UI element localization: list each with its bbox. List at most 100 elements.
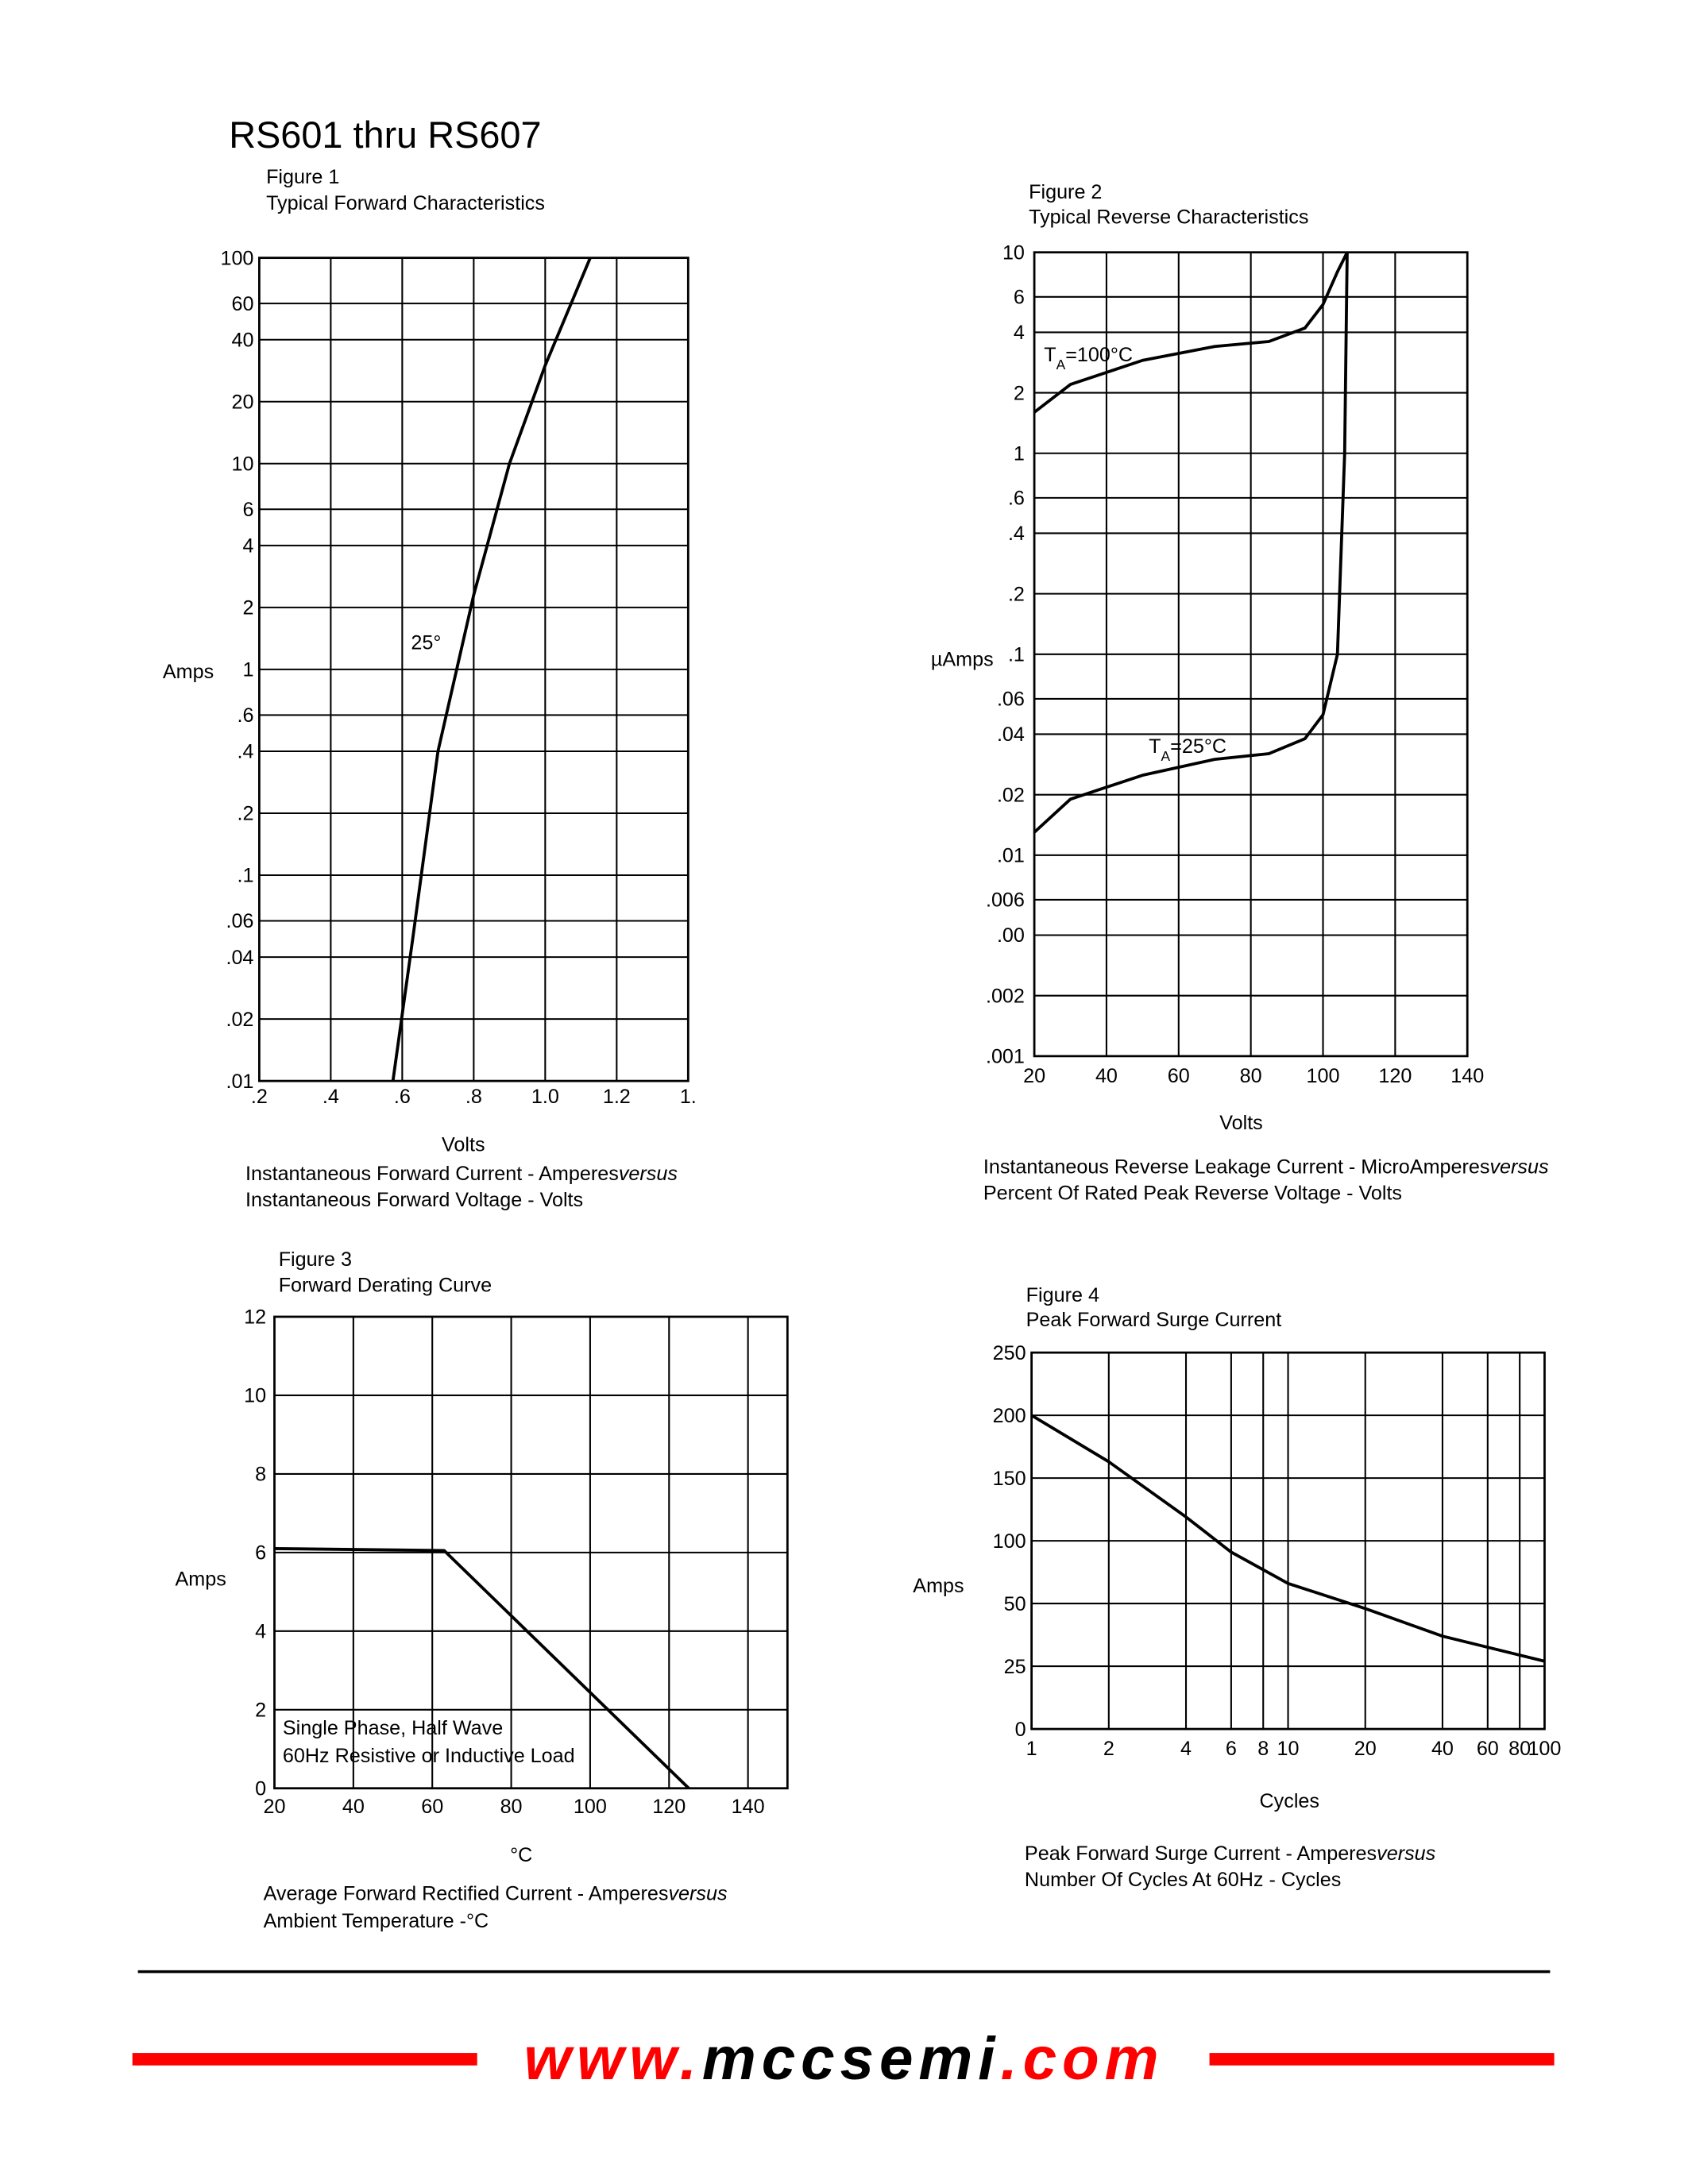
plot-frame <box>257 257 689 1082</box>
x-tick-label: 140 <box>732 1796 765 1818</box>
y-tick-label: 0 <box>255 1777 266 1800</box>
x-tick-label: .6 <box>394 1086 411 1108</box>
data-line <box>1033 251 1349 414</box>
y-tick-label: 150 <box>993 1468 1026 1490</box>
plot-frame <box>273 1315 789 1790</box>
caption-part: versus <box>1489 1156 1549 1178</box>
y-tick-label: .001 <box>986 1046 1025 1068</box>
figure-number: Figure 2 <box>1029 181 1102 203</box>
data-line <box>391 257 592 1082</box>
annotation-part: 25° <box>411 632 441 654</box>
y-tick-label: 0 <box>1015 1719 1026 1741</box>
y-tick-label: .1 <box>1008 643 1025 666</box>
caption: Instantaneous Forward Voltage - Volts <box>245 1189 583 1211</box>
y-tick-label: 10 <box>244 1385 266 1407</box>
x-tick-label: 1 <box>1026 1738 1037 1760</box>
x-axis-label: Cycles <box>1260 1790 1319 1812</box>
x-tick-label: 60 <box>1168 1065 1190 1087</box>
caption-part: Instantaneous Forward Current - Amperes <box>245 1163 619 1185</box>
data-line <box>1030 1414 1545 1663</box>
y-tick-label: 4 <box>255 1621 266 1643</box>
y-tick-label: 4 <box>1014 322 1025 344</box>
y-tick-label: .2 <box>237 803 253 825</box>
page-title: RS601 thru RS607 <box>229 114 541 156</box>
data-line <box>274 1547 690 1790</box>
figure-number: Figure 1 <box>266 166 339 188</box>
y-tick-label: 25 <box>1004 1656 1026 1678</box>
x-tick-label: 2 <box>1103 1738 1114 1760</box>
figure-title: Typical Reverse Characteristics <box>1029 206 1308 228</box>
y-tick-label: .01 <box>226 1071 253 1093</box>
url-part: .com <box>1000 2025 1164 2093</box>
annotation-part: T <box>1149 735 1161 758</box>
y-tick-label: 100 <box>993 1530 1026 1553</box>
y-tick-label: .02 <box>226 1009 253 1031</box>
caption-part: Instantaneous Reverse Leakage Current - … <box>983 1156 1490 1178</box>
figure-number: Figure 3 <box>279 1248 352 1271</box>
y-axis-label: Amps <box>163 661 214 683</box>
y-tick-label: .6 <box>1008 488 1025 510</box>
y-tick-label: 8 <box>255 1464 266 1486</box>
x-axis-label: °C <box>510 1844 532 1866</box>
caption: Peak Forward Surge Current - Amperesvers… <box>1025 1843 1436 1865</box>
x-tick-label: 100 <box>574 1796 607 1818</box>
figure-title: Peak Forward Surge Current <box>1026 1309 1282 1331</box>
x-tick-label: 8 <box>1257 1738 1269 1760</box>
y-tick-label: .4 <box>237 741 253 763</box>
footer-bar <box>1209 2053 1555 2066</box>
y-axis-label: µAmps <box>931 649 994 671</box>
x-tick-label: 80 <box>500 1796 523 1818</box>
x-tick-label: 1.0 <box>531 1086 559 1108</box>
y-tick-label: .06 <box>226 910 253 932</box>
x-tick-label: .4 <box>323 1086 339 1108</box>
caption: Percent Of Rated Peak Reverse Voltage - … <box>983 1182 1402 1204</box>
annotation-part: A <box>1161 748 1171 764</box>
y-tick-label: 6 <box>1014 287 1025 309</box>
caption: Instantaneous Reverse Leakage Current - … <box>983 1156 1549 1178</box>
caption-part: Peak Forward Surge Current - Amperes <box>1025 1843 1377 1865</box>
y-tick-label: .01 <box>997 845 1025 867</box>
x-axis-label: Volts <box>1219 1112 1263 1134</box>
figure-title: Typical Forward Characteristics <box>266 192 545 214</box>
y-tick-label: 1 <box>1014 442 1025 465</box>
x-tick-label: 1. <box>680 1086 697 1108</box>
x-tick-label: 20 <box>1023 1065 1045 1087</box>
x-tick-label: 10 <box>1277 1738 1300 1760</box>
y-tick-label: 10 <box>231 453 253 475</box>
y-tick-label: .4 <box>1008 523 1025 545</box>
x-tick-label: 80 <box>1508 1738 1531 1760</box>
caption-part: versus <box>1377 1843 1436 1865</box>
x-tick-label: 40 <box>342 1796 365 1818</box>
y-tick-label: .00 <box>997 924 1025 947</box>
annotation-part: Single Phase, Half Wave <box>283 1717 503 1739</box>
x-tick-label: 1.2 <box>603 1086 631 1108</box>
caption: Ambient Temperature -°C <box>264 1910 489 1932</box>
y-tick-label: .02 <box>997 784 1025 806</box>
x-tick-label: 80 <box>1240 1065 1262 1087</box>
y-tick-label: 2 <box>242 597 253 619</box>
x-tick-label: 20 <box>263 1796 285 1818</box>
x-tick-label: 120 <box>652 1796 686 1818</box>
y-tick-label: 12 <box>244 1306 266 1329</box>
annotation-part: A <box>1056 357 1066 372</box>
annotation: TA=100°C <box>1044 344 1133 372</box>
x-tick-label: 60 <box>1477 1738 1499 1760</box>
caption-part: Instantaneous Forward Voltage - Volts <box>245 1189 583 1211</box>
figure-title: Forward Derating Curve <box>279 1275 492 1297</box>
y-tick-label: 50 <box>1004 1593 1026 1615</box>
figure-number: Figure 4 <box>1026 1284 1099 1306</box>
y-tick-label: 6 <box>255 1542 266 1565</box>
annotation: 60Hz Resistive or Inductive Load <box>283 1745 575 1767</box>
caption: Average Forward Rectified Current - Ampe… <box>264 1882 728 1904</box>
y-tick-label: 250 <box>993 1342 1026 1364</box>
x-tick-label: 4 <box>1180 1738 1192 1760</box>
url-part: www. <box>523 2025 701 2093</box>
y-tick-label: 100 <box>220 247 253 269</box>
y-tick-label: .04 <box>997 723 1025 746</box>
footer-url: www.mccsemi.com <box>523 2025 1164 2093</box>
caption-part: Number Of Cycles At 60Hz - Cycles <box>1025 1869 1341 1891</box>
annotation: TA=25°C <box>1149 735 1226 764</box>
x-tick-label: 20 <box>1354 1738 1377 1760</box>
